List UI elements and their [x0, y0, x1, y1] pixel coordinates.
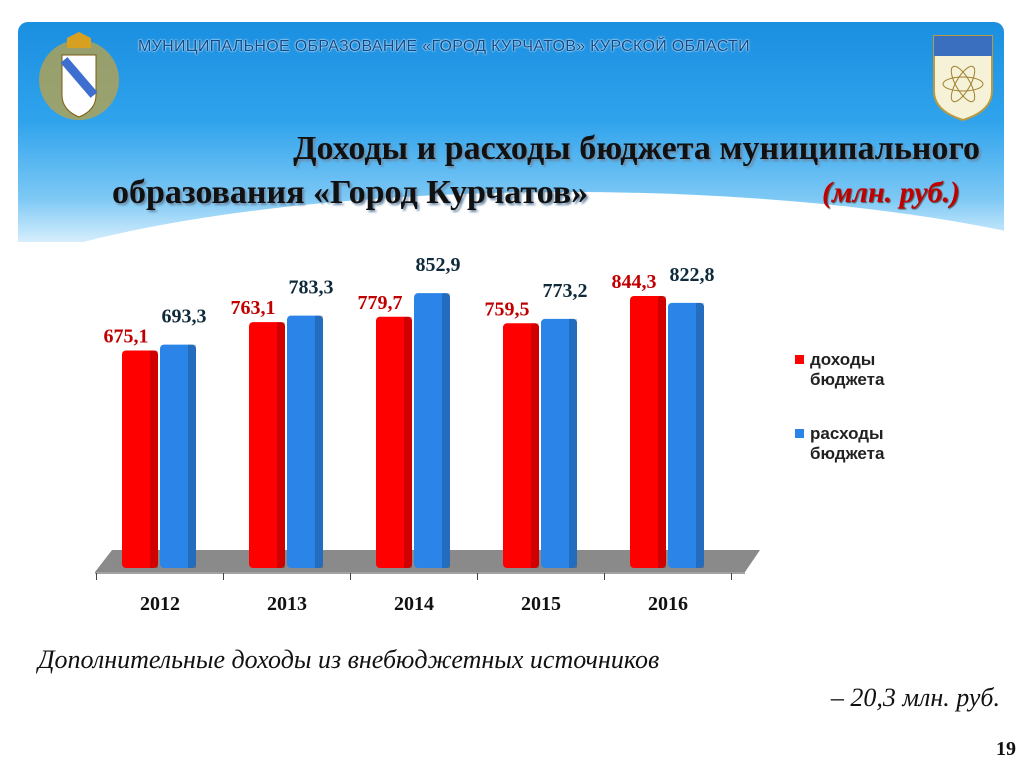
bar-expenses-2015: [541, 318, 577, 568]
legend-item-income: доходы бюджета: [795, 350, 884, 390]
legend-label: бюджета: [810, 444, 885, 463]
bar-side-shade: [404, 316, 412, 568]
bar-side-shade: [315, 315, 323, 568]
x-tick-label: 2016: [648, 593, 688, 615]
x-tick-label: 2013: [267, 593, 307, 615]
legend-swatch-blue: [795, 429, 804, 438]
data-label: 773,2: [543, 280, 588, 302]
bar-expenses-2016: [668, 302, 704, 568]
bar-side-shade: [188, 344, 196, 568]
legend-swatch-red: [795, 355, 804, 364]
bar-income-2015: [503, 323, 539, 568]
bar-expenses-2013: [287, 315, 323, 568]
data-label: 844,3: [612, 271, 657, 293]
kurchatov-city-emblem: [933, 35, 993, 122]
data-label: 763,1: [231, 297, 276, 319]
bar-expenses-2012: [160, 344, 196, 568]
chart-legend: доходы бюджета расходы бюджета: [795, 350, 884, 498]
bar-side-shade: [442, 293, 450, 568]
footnote-line1: Дополнительные доходы из внебюджетных ис…: [38, 645, 660, 674]
bar-income-2016: [630, 295, 666, 568]
data-label: 852,9: [416, 254, 461, 276]
bar-side-shade: [658, 295, 666, 568]
slide-title-line1: Доходы и расходы бюджета муниципального: [293, 130, 980, 167]
legend-label: доходы: [810, 350, 876, 369]
data-label: 822,8: [670, 264, 715, 286]
bar-side-shade: [150, 350, 158, 568]
legend-label: бюджета: [810, 370, 885, 389]
bar-income-2013: [249, 322, 285, 568]
bar-side-shade: [531, 323, 539, 568]
unit-label: (млн. руб.): [822, 176, 960, 209]
legend-item-expenses: расходы бюджета: [795, 424, 884, 464]
header-banner: [18, 22, 1004, 242]
bar-side-shade: [569, 318, 577, 568]
kursk-region-emblem: [39, 32, 119, 120]
organization-name: МУНИЦИПАЛЬНОЕ ОБРАЗОВАНИЕ «ГОРОД КУРЧАТО…: [138, 38, 750, 55]
page-number: 19: [996, 738, 1016, 760]
footnote-line2: – 20,3 млн. руб.: [830, 683, 1000, 712]
data-label: 693,3: [162, 306, 207, 328]
data-label: 759,5: [485, 298, 530, 320]
bar-income-2012: [122, 350, 158, 568]
bar-side-shade: [277, 322, 285, 568]
bar-side-shade: [696, 302, 704, 568]
data-label: 783,3: [289, 277, 334, 299]
x-tick-label: 2014: [394, 593, 434, 615]
x-tick-label: 2012: [140, 593, 180, 615]
data-label: 779,7: [358, 292, 403, 314]
slide-title-line2: образования «Город Курчатов»: [112, 174, 589, 211]
bar-income-2014: [376, 316, 412, 568]
bar-expenses-2014: [414, 293, 450, 568]
x-tick-label: 2015: [521, 593, 561, 615]
data-label: 675,1: [104, 325, 149, 347]
legend-label: расходы: [810, 424, 884, 443]
